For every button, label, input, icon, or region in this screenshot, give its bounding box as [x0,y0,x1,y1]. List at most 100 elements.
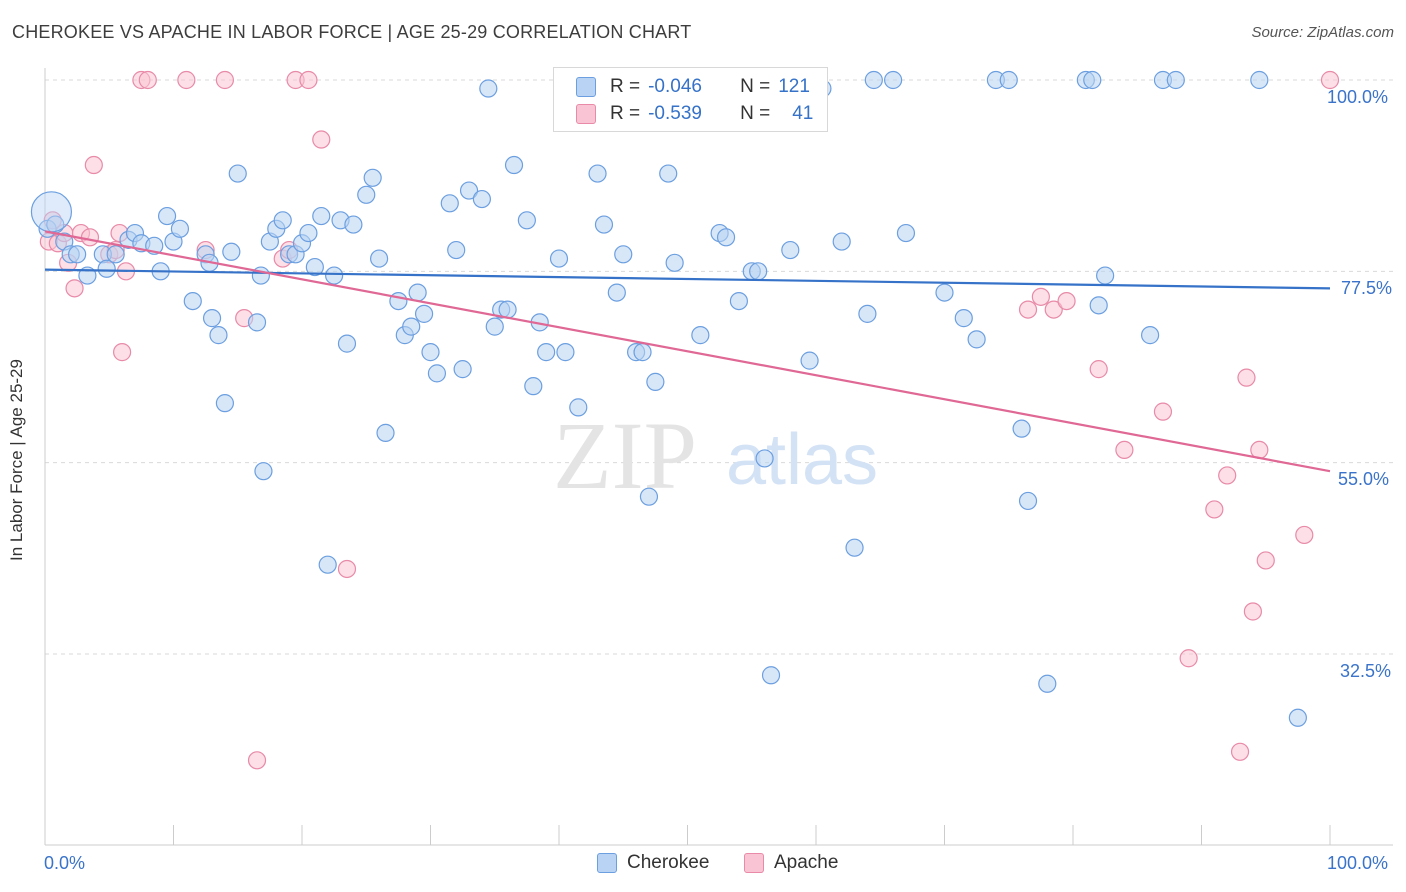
data-point-apache [1295,525,1314,545]
cherokee-legend-label: Cherokee [627,852,710,873]
data-point-apache [1044,300,1063,319]
data-point-apache [1320,70,1340,90]
data-point-cherokee [414,304,434,323]
data-point-apache [1256,551,1275,570]
data-point-cherokee [1018,491,1038,511]
legend-item-cherokee[interactable]: Cherokee [597,852,709,874]
data-point-cherokee [106,245,125,264]
data-point-apache [1057,291,1076,311]
data-point-cherokee [370,249,389,268]
data-point-cherokee [524,377,543,396]
data-point-cherokee [588,164,607,183]
data-point-cherokee-cluster [30,191,73,233]
data-point-cherokee [967,330,986,349]
data-point-cherokee [408,283,427,302]
data-point-cherokee [421,343,440,362]
data-point-cherokee [537,343,556,362]
legend-row-apache: R = -0.539 N = 41 [576,101,813,127]
data-point-apache [80,228,100,247]
legend-r-label: R = [610,103,641,124]
data-point-cherokee [1096,266,1115,285]
y-axis-label: In Labor Force | Age 25-29 [7,359,26,561]
data-point-cherokee [1089,296,1108,315]
data-point-cherokee [254,462,273,481]
data-point-apache [84,155,103,175]
data-point-cherokee [858,304,877,323]
apache-legend-label: Apache [774,852,839,873]
data-point-cherokee [594,215,614,234]
data-point-apache [138,70,157,90]
axes [44,68,1393,846]
data-point-cherokee [97,259,116,278]
data-point-cherokee [954,309,973,328]
legend-row-cherokee: R = -0.046 N = 121 [576,74,810,100]
data-point-cherokee [755,449,774,468]
data-point-cherokee [781,240,800,260]
data-point-cherokee [639,487,659,506]
data-point-cherokee [504,155,524,175]
data-point-apache [1153,402,1173,421]
y-tick-32-5: 32.5% [1340,661,1392,681]
data-point-cherokee [273,211,292,230]
data-point-apache [1179,649,1198,668]
y-tick-77-5: 77.5% [1341,278,1393,298]
data-point-cherokee [1140,326,1160,345]
data-point-cherokee [363,168,382,187]
data-point-cherokee [472,189,491,209]
data-point-cherokee [183,291,202,311]
data-point-apache [337,559,357,579]
data-point-cherokee [228,164,247,183]
chart-title: CHEROKEE VS APACHE IN LABOR FORCE | AGE … [12,22,692,42]
data-point-cherokee [749,262,768,281]
data-point-cherokee [222,242,241,261]
data-point-apache [312,130,331,149]
data-point-cherokee [402,317,421,336]
y-tick-100: 100.0% [1327,87,1389,107]
data-point-cherokee [344,215,363,234]
data-point-cherokee [935,283,954,302]
cherokee-swatch [576,77,596,97]
legend-r-value: -0.539 [648,103,702,124]
cherokee-points [30,70,1307,727]
data-point-cherokee [614,245,633,264]
x-axis-max-label: 100.0% [1327,853,1389,873]
data-point-cherokee [337,334,357,353]
data-point-apache [1089,360,1108,379]
data-point-cherokee [202,309,222,328]
data-point-cherokee [1288,708,1307,727]
data-point-cherokee [1250,70,1269,90]
data-point-apache [247,751,267,770]
watermark-zip: ZIP [553,402,697,509]
data-point-cherokee [800,351,819,370]
data-point-cherokee [569,398,588,417]
data-point-apache [112,343,132,362]
data-point-cherokee [999,70,1018,90]
data-point-cherokee [716,228,736,247]
data-point-cherokee [517,211,536,230]
data-point-cherokee [170,219,190,238]
data-point-cherokee [1166,70,1185,90]
data-point-apache [1237,368,1256,387]
chart-source: Source: ZipAtlas.com [1251,24,1394,41]
data-point-cherokee [607,283,626,302]
data-point-cherokee [556,343,575,362]
data-point-cherokee [209,326,228,345]
y-tick-55: 55.0% [1338,469,1390,489]
correlation-legend: R = -0.046 N = 121 R = -0.539 N = 41 [553,67,828,132]
data-point-cherokee [1012,419,1031,438]
data-point-cherokee [633,343,652,362]
legend-r-value: -0.046 [648,76,702,97]
legend-r-label: R = [610,76,641,97]
data-point-cherokee [440,194,459,213]
watermark-atlas: atlas [726,420,878,500]
data-point-cherokee [459,181,479,200]
data-point-apache [1115,440,1134,460]
data-point-cherokee [215,394,234,413]
apache-legend-swatch [744,853,764,873]
trend-lines [44,230,1331,473]
legend-n-label: N = [740,76,771,97]
data-point-apache [1205,500,1224,519]
data-point-cherokee [845,538,864,557]
legend-item-apache[interactable]: Apache [744,852,838,874]
data-point-apache [1218,466,1237,485]
